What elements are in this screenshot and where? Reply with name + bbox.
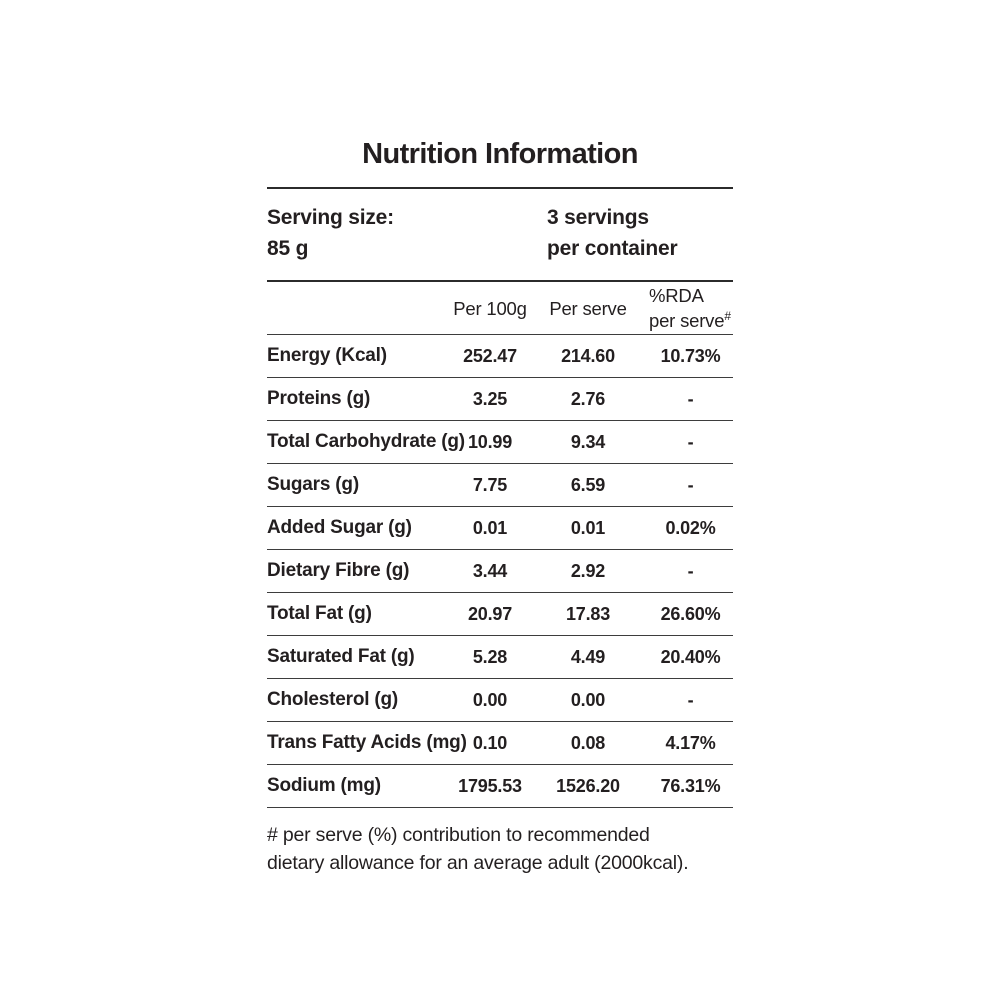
row-per-100g: 7.75	[472, 474, 508, 495]
rda-footnote-marker: #	[724, 308, 731, 323]
servings-per-container-block: 3 servings per container	[547, 202, 678, 264]
row-rda: -	[687, 689, 694, 710]
row-label: Energy (Kcal)	[267, 345, 387, 366]
table-row-added-sugar: Added Sugar (g) 0.01 0.01 0.02%	[267, 507, 733, 550]
row-rda: 10.73%	[660, 345, 721, 366]
table-row-sugars: Sugars (g) 7.75 6.59 -	[267, 464, 733, 507]
footnote-line1: # per serve (%) contribution to recommen…	[267, 824, 650, 846]
serving-rule	[267, 280, 733, 282]
serving-size-block: Serving size: 85 g	[267, 202, 547, 264]
row-per-100g: 3.25	[472, 388, 508, 409]
table-row-proteins: Proteins (g) 3.25 2.76 -	[267, 378, 733, 421]
footnote: # per serve (%) contribution to recommen…	[267, 821, 733, 877]
table-row-dietary-fibre: Dietary Fibre (g) 3.44 2.92 -	[267, 550, 733, 593]
row-rda: 26.60%	[660, 603, 721, 624]
servings-per-container-label: per container	[547, 237, 678, 260]
header-per-serve: Per serve	[549, 297, 627, 319]
table-row-total-carbohydrate: Total Carbohydrate (g) 10.99 9.34 -	[267, 421, 733, 464]
row-per-100g: 0.10	[472, 732, 508, 753]
row-per-100g: 5.28	[472, 646, 508, 667]
row-per-serve: 4.49	[570, 646, 606, 667]
row-per-100g: 1795.53	[458, 775, 522, 796]
row-per-serve: 214.60	[561, 345, 615, 366]
row-per-100g: 10.99	[467, 431, 513, 452]
nutrition-panel: Nutrition Information Serving size: 85 g…	[267, 138, 733, 877]
row-per-100g: 0.01	[472, 517, 508, 538]
row-per-100g: 3.44	[472, 560, 508, 581]
row-rda: 4.17%	[665, 732, 716, 753]
row-per-100g: 20.97	[467, 603, 513, 624]
top-rule	[267, 187, 733, 189]
table-row-trans-fatty-acids: Trans Fatty Acids (mg) 0.10 0.08 4.17%	[267, 722, 733, 765]
row-label: Sugars (g)	[267, 474, 359, 495]
table-row-energy: Energy (Kcal) 252.47 214.60 10.73%	[267, 335, 733, 378]
serving-size-label: Serving size:	[267, 206, 394, 229]
header-rda-line2: per serve#	[649, 308, 731, 332]
row-per-serve: 2.76	[570, 388, 606, 409]
header-per-100g: Per 100g	[453, 297, 527, 319]
header-rda-line1: %RDA	[649, 284, 704, 306]
row-label: Added Sugar (g)	[267, 517, 412, 538]
row-per-serve: 2.92	[570, 560, 606, 581]
header-rda-per-serve: %RDA per serve#	[648, 285, 733, 331]
serving-size-value: 85 g	[267, 237, 309, 260]
row-per-serve: 6.59	[570, 474, 606, 495]
page-title: Nutrition Information	[362, 138, 638, 170]
row-rda: -	[687, 560, 694, 581]
table-row-saturated-fat: Saturated Fat (g) 5.28 4.49 20.40%	[267, 636, 733, 679]
table-header-row: Per 100g Per serve %RDA per serve#	[267, 282, 733, 335]
footnote-line2: dietary allowance for an average adult (…	[267, 852, 689, 874]
row-label: Proteins (g)	[267, 388, 371, 409]
row-per-serve: 9.34	[570, 431, 606, 452]
row-rda: 0.02%	[665, 517, 716, 538]
row-rda: -	[687, 431, 694, 452]
row-label: Sodium (mg)	[267, 775, 381, 796]
row-per-100g: 0.00	[472, 689, 508, 710]
table-row-cholesterol: Cholesterol (g) 0.00 0.00 -	[267, 679, 733, 722]
row-rda: -	[687, 388, 694, 409]
row-per-serve: 1526.20	[556, 775, 620, 796]
row-per-serve: 0.01	[570, 517, 606, 538]
row-label: Saturated Fat (g)	[267, 646, 415, 667]
row-rda: -	[687, 474, 694, 495]
serving-section: Serving size: 85 g 3 servings per contai…	[267, 189, 733, 280]
row-rda: 76.31%	[660, 775, 721, 796]
servings-count: 3 servings	[547, 206, 649, 229]
row-per-serve: 0.00	[570, 689, 606, 710]
row-label: Cholesterol (g)	[267, 689, 399, 710]
row-per-serve: 17.83	[565, 603, 611, 624]
row-per-100g: 252.47	[463, 345, 517, 366]
table-row-total-fat: Total Fat (g) 20.97 17.83 26.60%	[267, 593, 733, 636]
row-label: Total Fat (g)	[267, 603, 372, 624]
row-rda: 20.40%	[660, 646, 721, 667]
row-label: Dietary Fibre (g)	[267, 560, 410, 581]
row-label: Total Carbohydrate (g)	[267, 431, 465, 452]
row-per-serve: 0.08	[570, 732, 606, 753]
table-row-sodium: Sodium (mg) 1795.53 1526.20 76.31%	[267, 765, 733, 808]
row-label: Trans Fatty Acids (mg)	[267, 732, 467, 753]
